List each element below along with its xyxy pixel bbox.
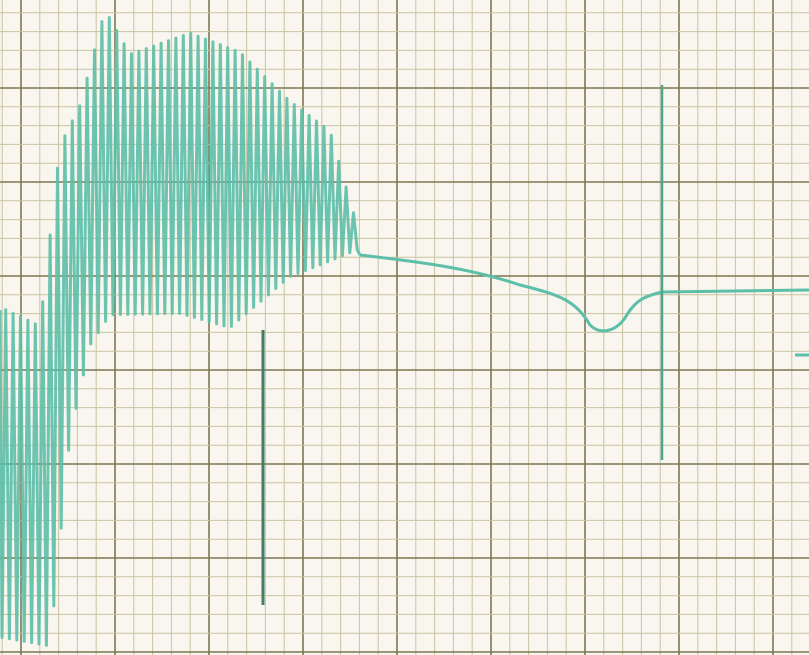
trace-tail [359, 253, 809, 333]
recorder-trace [0, 16, 362, 647]
